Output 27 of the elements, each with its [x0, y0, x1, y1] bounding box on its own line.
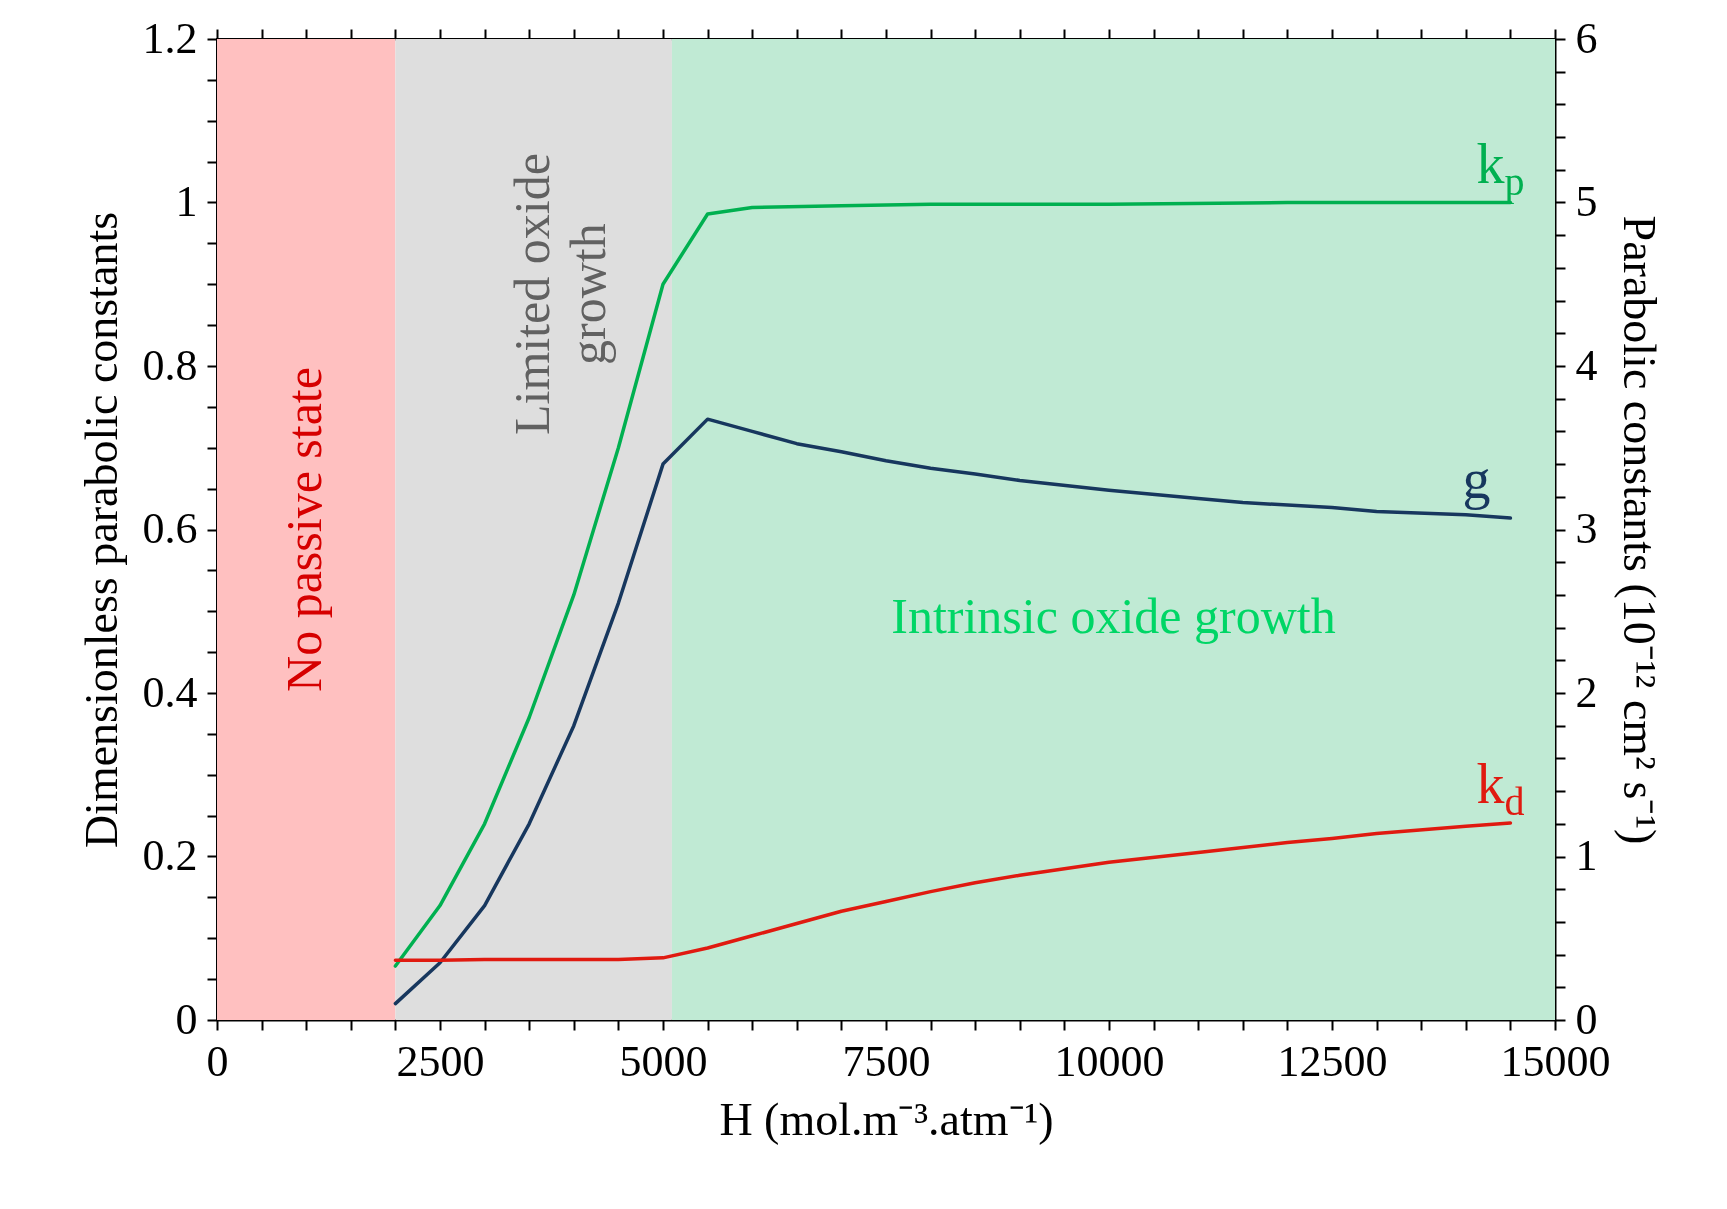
y2-tick-label: 5 [1575, 177, 1598, 226]
x-axis-title: H (mol.m⁻³.atm⁻¹) [719, 1093, 1054, 1145]
y2-tick-label: 3 [1575, 504, 1598, 553]
y2-axis-title: Parabolic constants (10⁻¹² cm² s⁻¹) [1613, 215, 1665, 845]
x-tick-label: 10000 [1054, 1036, 1165, 1086]
y2-tick-label: 1 [1575, 831, 1598, 880]
x-tick-label: 5000 [619, 1036, 708, 1086]
y-tick-label: 1.2 [142, 13, 198, 63]
x-tick-label: 0 [206, 1036, 229, 1086]
band-label: Limited oxide growth [503, 153, 616, 436]
x-tick-label: 7500 [842, 1036, 931, 1086]
x-tick-label: 2500 [396, 1036, 485, 1086]
series-label: g [1462, 448, 1491, 511]
y-tick-label: 0.8 [142, 340, 198, 390]
band-label: Intrinsic oxide growth [891, 587, 1336, 644]
y-tick-label: 0 [175, 994, 198, 1044]
y-tick-label: 0.2 [142, 831, 198, 880]
line-series [393, 821, 1513, 963]
y-axis-title: Dimensionless parabolic constants [75, 211, 127, 849]
y2-tick-label: 6 [1575, 13, 1598, 63]
y-tick-label: 0.4 [142, 667, 198, 717]
x-tick-label: 12500 [1277, 1036, 1388, 1086]
band-label: No passive state [276, 367, 333, 692]
y2-tick-label: 4 [1575, 340, 1598, 390]
y-tick-label: 1 [175, 177, 198, 226]
y-tick-label: 0.6 [142, 504, 198, 553]
y2-tick-label: 2 [1575, 667, 1598, 717]
